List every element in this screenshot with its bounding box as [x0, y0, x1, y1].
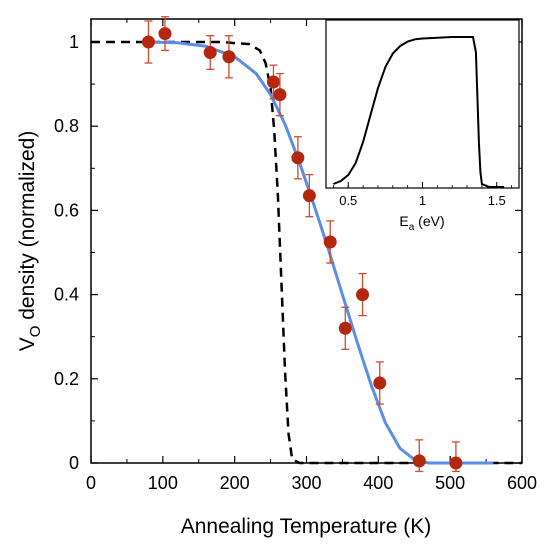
dashed-curve [91, 40, 522, 465]
data-point [356, 272, 370, 317]
inset-plot: 0.5 1 1.5 Ea (eV) [325, 19, 520, 233]
y-axis-label-subscript: O [27, 326, 44, 338]
data-point [203, 35, 217, 71]
y-tick-label: 0.2 [54, 369, 79, 389]
data-point-marker [412, 454, 426, 468]
data-point [266, 64, 280, 100]
data-point [373, 361, 387, 405]
x-tick-label: 200 [220, 473, 250, 493]
main-x-ticks: 0 100 200 300 400 500 600 [86, 19, 537, 493]
x-axis-label: Annealing Temperature (K) [181, 515, 432, 538]
inset-x-label-symbol: E [399, 213, 408, 229]
data-point [141, 20, 155, 64]
data-point-marker [273, 88, 287, 102]
x-tick-label: 0 [86, 473, 96, 493]
x-tick-label: 600 [507, 473, 537, 493]
data-point [158, 16, 172, 52]
y-tick-label: 0.8 [54, 116, 79, 136]
main-plot: 0 100 200 300 400 500 600 0 0.2 0.4 0.6 0.8 1 Annea… [16, 16, 537, 538]
data-points [141, 16, 463, 473]
data-point [412, 439, 426, 473]
data-point-marker [373, 376, 387, 390]
data-point [338, 306, 352, 350]
inset-x-label-subscript: a [409, 222, 415, 233]
inset-x-label-unit: (eV) [418, 213, 444, 229]
data-point [449, 441, 463, 473]
inset-x-tick-label: 1.5 [488, 193, 506, 208]
data-point-marker [356, 288, 370, 302]
y-axis-label-symbol: V [16, 337, 39, 351]
inset-x-tick-label: 1 [419, 193, 426, 208]
y-axis-label-text: density (normalized) [16, 131, 39, 320]
data-point-marker [141, 35, 155, 49]
data-point [273, 72, 287, 117]
inset-x-tick-label: 0.5 [339, 193, 357, 208]
fit-curve [148, 40, 494, 465]
y-axis-label: VO density (normalized) [16, 131, 44, 352]
x-tick-label: 100 [148, 473, 178, 493]
data-point-marker [302, 189, 316, 203]
data-point-marker [203, 46, 217, 60]
y-tick-label: 0.6 [54, 200, 79, 220]
data-point-marker [449, 456, 463, 470]
x-tick-label: 400 [363, 473, 393, 493]
data-point [302, 173, 316, 218]
data-point [222, 35, 236, 79]
y-tick-label: 1 [69, 32, 79, 52]
x-tick-label: 300 [291, 473, 321, 493]
inset-x-axis-label: Ea (eV) [399, 213, 444, 233]
data-point-marker [222, 50, 236, 64]
data-point-marker [291, 151, 305, 165]
y-tick-label: 0 [69, 453, 79, 473]
y-tick-label: 0.4 [54, 285, 79, 305]
x-tick-label: 500 [435, 473, 465, 493]
data-point-marker [323, 235, 337, 249]
inset-curve [333, 36, 505, 188]
data-point [323, 220, 337, 264]
data-point [291, 136, 305, 180]
svg-text:VO density (normalized): VO density (normalized) [16, 131, 44, 352]
data-point-marker [338, 321, 352, 335]
data-point-marker [266, 75, 280, 89]
data-point-marker [158, 27, 172, 41]
